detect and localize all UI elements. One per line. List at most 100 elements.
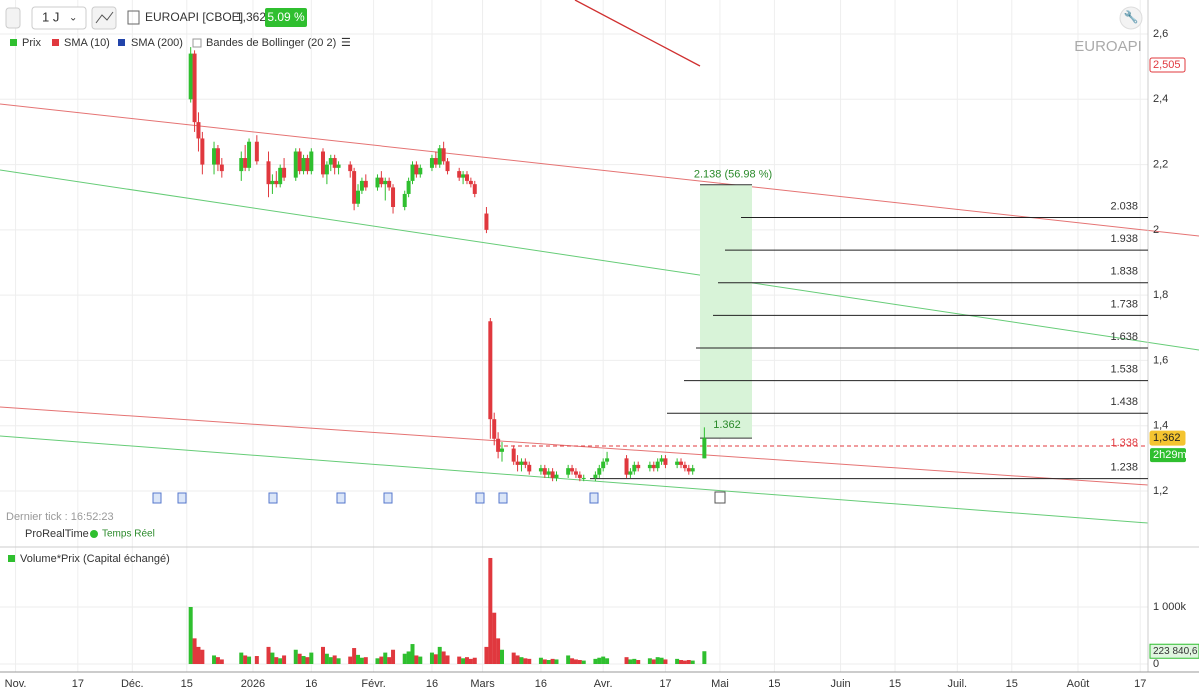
candle-body: [375, 177, 380, 188]
candle-body: [651, 464, 656, 469]
volume-bar: [305, 657, 310, 664]
candle-body: [219, 164, 224, 172]
candle-body: [519, 461, 524, 465]
level-label: 1.638: [1110, 331, 1138, 343]
volume-bar: [601, 656, 606, 664]
y-tick-label: 1,2: [1153, 485, 1168, 497]
candle-body: [305, 158, 310, 172]
volume-bar: [624, 657, 629, 664]
volume-bar: [468, 658, 473, 664]
menu-button[interactable]: [5, 7, 21, 29]
level-label: 1.538: [1110, 364, 1138, 376]
candle-body: [336, 164, 341, 168]
candle-body: [433, 158, 438, 165]
volume-bar: [682, 660, 687, 664]
realtime-dot: [90, 530, 98, 538]
volume-bar: [433, 654, 438, 664]
x-tick-label: 15: [768, 678, 780, 690]
volume-bar: [550, 658, 555, 664]
interval: 1 J: [42, 9, 59, 24]
volume-bar: [429, 652, 434, 664]
change: 5.09 %: [267, 10, 305, 24]
legend: Prix SMA (10) SMA (200) Bandes de Bollin…: [10, 37, 351, 49]
chart-type-button[interactable]: [91, 6, 117, 30]
candle-body: [192, 53, 197, 123]
volume-bar: [387, 657, 392, 664]
candle-body: [484, 213, 489, 230]
candle-body: [682, 464, 687, 469]
volume-bar: [293, 649, 298, 664]
volume-bar: [247, 656, 252, 664]
candle-body: [624, 458, 629, 475]
event-icon[interactable]: [177, 492, 187, 504]
legend-menu[interactable]: ☰: [341, 37, 351, 49]
last-price: 1,362: [236, 10, 266, 24]
event-icon[interactable]: [475, 492, 485, 504]
event-icon[interactable]: [336, 492, 346, 504]
volume-bar: [414, 655, 419, 664]
info-button[interactable]: [127, 10, 140, 25]
volume-bar: [274, 657, 279, 664]
volume-bar: [192, 638, 197, 664]
x-tick-label: 15: [1006, 678, 1018, 690]
volume-bar: [336, 658, 341, 664]
legend-label[interactable]: SMA (200): [131, 37, 183, 49]
candle-body: [550, 471, 555, 478]
event-icon[interactable]: [589, 492, 599, 504]
info-icon[interactable]: [714, 491, 726, 504]
level-label: 2.038: [1110, 200, 1138, 212]
candle-body: [632, 464, 637, 472]
legend-label[interactable]: SMA (10): [64, 37, 110, 49]
candle-body: [387, 180, 392, 188]
volume-bar: [702, 651, 707, 664]
volume-bar: [196, 646, 201, 664]
volume-bar: [632, 658, 637, 664]
x-tick-label: 17: [1134, 678, 1146, 690]
volume-bar: [593, 658, 598, 664]
y-tick-label: 1,6: [1153, 354, 1168, 366]
volume-bar: [492, 612, 497, 664]
legend-label[interactable]: Bandes de Bollinger (20 2): [206, 37, 336, 49]
volume-bar: [472, 657, 477, 664]
countdown: 2h29m: [1153, 449, 1187, 461]
projection-start-label: 1.362: [713, 419, 741, 431]
candle-body: [410, 164, 415, 181]
interval-select[interactable]: [31, 6, 87, 30]
plot-area: [0, 0, 1148, 672]
volume-bar: [647, 658, 652, 664]
candle-body: [464, 174, 469, 181]
volume-bar: [278, 658, 283, 664]
provider: ProRealTime: [25, 528, 89, 540]
volume-bar: [254, 656, 259, 664]
candle-body: [332, 158, 337, 168]
event-icon[interactable]: [498, 492, 508, 504]
volume-bar: [461, 658, 466, 664]
volume-bar: [239, 652, 244, 664]
toolbar: 1 J ⌄ EUROAPI [CBOE] 1,362 5.09 % 🔧: [5, 6, 1143, 30]
event-icon[interactable]: [268, 492, 278, 504]
settings-icon: 🔧: [1124, 9, 1139, 24]
candle-body: [320, 151, 325, 175]
level-label: 1.838: [1110, 266, 1138, 278]
volume-bar: [690, 660, 695, 664]
x-tick-label: Juil.: [948, 678, 968, 690]
candle-body: [274, 180, 279, 185]
event-icons: [152, 491, 726, 504]
x-tick-label: Déc.: [121, 678, 144, 690]
x-tick-label: Avr.: [594, 678, 613, 690]
x-tick-label: Nov.: [5, 678, 27, 690]
event-icon[interactable]: [152, 492, 162, 504]
settings-button[interactable]: [1119, 6, 1143, 30]
volume-title: Volume*Prix (Capital échangé): [20, 553, 170, 565]
x-tick-label: 17: [659, 678, 671, 690]
candle-body: [655, 461, 660, 469]
candle-body: [212, 148, 217, 165]
volume-bar: [675, 658, 680, 664]
price-marker-label: 1,362: [1153, 432, 1181, 444]
candle-body: [188, 53, 193, 100]
volume-bar: [515, 655, 520, 664]
candle-body: [492, 419, 497, 439]
event-icon[interactable]: [383, 492, 393, 504]
legend-label[interactable]: Prix: [22, 37, 41, 49]
volume-bar: [527, 658, 532, 664]
